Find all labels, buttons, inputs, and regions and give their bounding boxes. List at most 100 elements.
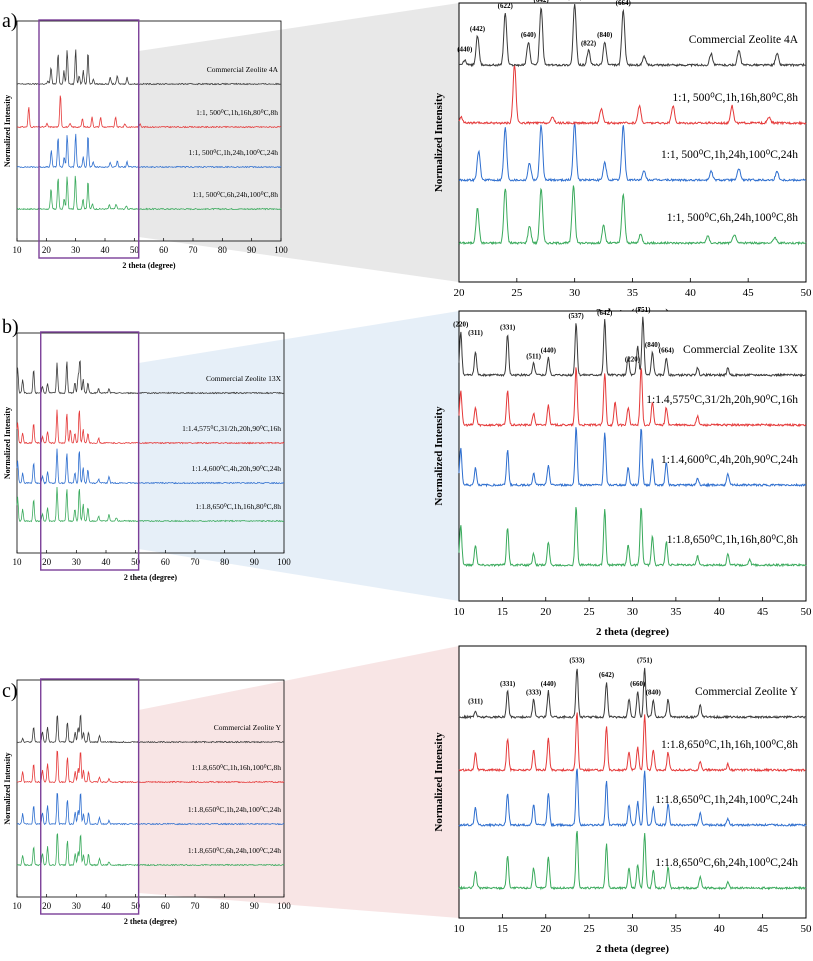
overview-x-tick-label: 60 [161,901,171,911]
zoom-x-tick-label: 10 [454,923,466,935]
overview-x-tick-label: 20 [42,245,52,255]
zoom-series-line-3 [458,65,807,126]
zoom-x-tick-label: 25 [511,287,523,299]
hkl-peak-label: (840) [645,341,661,349]
overview-plot-frame [16,679,285,898]
overview-x-tick-label: 90 [247,245,257,255]
zoom-series-line-3 [458,712,807,773]
zoom-series-line-4 [458,4,807,68]
hkl-peak-label: (751) [637,657,653,665]
overview-series-label-1: 1:1.8,650⁰C,6h,24h,100⁰C,24h [188,846,281,855]
zoom-x-tick-label: 40 [714,923,726,935]
overview-x-tick-label: 70 [189,245,199,255]
overview-series-line-1 [16,833,285,867]
zoom-series-label-2: 1:1.4,600⁰C,4h,20h,90⁰C,24h [661,454,798,466]
overview-x-tick-label: 20 [42,557,52,567]
highlight-range-box [40,678,140,915]
zoom-x-tick-label: 50 [801,606,813,618]
zoom-plot-frame [458,310,807,602]
overview-x-axis-label: 2 theta (degree) [124,573,178,582]
overview-series-line-3 [16,95,282,129]
overview-x-tick-label: 50 [130,245,140,255]
overview-x-tick-label: 70 [191,557,201,567]
hkl-peak-label: (331) [500,323,516,331]
zoom-series-label-2: 1:1, 500⁰C,1h,24h,100⁰C,24h [661,149,798,161]
zoom-x-tick-label: 40 [685,287,697,299]
hkl-peak-label: (640) [521,31,537,39]
hkl-peak-label: (533) [569,657,585,665]
overview-x-tick-label: 90 [250,557,260,567]
hkl-peak-label: (664) [616,0,632,7]
hkl-peak-label: (440) [541,680,557,688]
hkl-peak-label: (822) [581,40,597,48]
hkl-peak-label: (333) [526,689,542,697]
overview-series-line-4 [16,49,282,86]
overview-x-tick-label: 60 [159,245,169,255]
zoom-series-label-3: 1:1.4,575⁰C,31/2h,20h,90⁰C,16h [646,394,798,406]
zoom-series-line-4 [458,667,807,720]
overview-series-line-3 [16,409,285,445]
zoom-x-tick-label: 45 [743,287,755,299]
zoom-x-axis-label: 2 theta (degree) [596,943,669,955]
overview-series-line-1 [17,175,282,211]
panel-b: b) 10 20 30 40 50 60 70 80 90 100 2 theta (degree)… [2,306,812,638]
panel-c-letter: c) [2,680,18,702]
panel-a-letter: a) [2,10,18,32]
zoom-x-tick-label: 40 [714,606,726,618]
zoom-x-tick-label: 30 [569,287,581,299]
zoom-x-tick-label: 30 [627,606,639,618]
overview-series-label-3: 1:1, 500⁰C,1h,16h,80⁰C,8h [196,108,278,117]
overview-x-tick-label: 30 [72,901,82,911]
overview-x-tick-label: 40 [102,901,112,911]
hkl-peak-label: (442) [470,25,486,33]
zoom-series-label-4: Commercial Zeolite 4A [689,34,799,46]
overview-series-line-2 [16,793,285,826]
hkl-peak-label: (840) [597,31,613,39]
hkl-peak-label: (664) [659,347,675,355]
overview-y-axis-label: Normalized Intensity [3,752,12,824]
overview-x-tick-label: 100 [277,557,291,567]
overview-series-line-2 [16,133,282,169]
zoom-plot-frame [458,2,807,283]
zoom-connector-band [138,646,459,918]
zoom-y-axis-label: Normalized Intensity [433,732,445,832]
hkl-peak-label: (440) [457,45,473,53]
zoom-series-line-4 [458,316,807,378]
overview-x-axis-label: 2 theta (degree) [124,917,178,926]
overview-x-tick-label: 10 [13,901,23,911]
overview-x-axis-label: 2 theta (degree) [122,261,176,270]
zoom-series-line-2 [458,427,807,488]
overview-plot-frame [16,20,282,242]
zoom-series-label-3: 1:1, 500⁰C,1h,16h,80⁰C,8h [672,92,798,104]
overview-series-line-1 [16,486,285,523]
zoom-x-tick-label: 15 [497,606,509,618]
zoom-connector-band [138,3,459,282]
overview-x-tick-label: 40 [102,557,112,567]
zoom-series-line-1 [458,830,807,891]
zoom-x-axis-label: 2 theta (degree) [596,626,669,638]
hkl-peak-label: (622) [498,2,514,10]
hkl-peak-label: (311) [468,697,483,705]
hkl-peak-label: (642) [597,309,613,317]
hkl-peak-label: (311) [468,329,483,337]
zoom-series-line-1 [458,185,807,246]
overview-y-axis-label: Normalized Intensity [3,407,12,479]
zoom-x-tick-label: 50 [801,923,813,935]
zoom-series-label-4: Commercial Zeolite 13X [683,344,799,356]
overview-x-tick-label: 40 [101,245,111,255]
overview-series-label-1: 1:1.8,650⁰C,1h,16h,80⁰C,8h [195,502,281,511]
overview-x-tick-label: 30 [71,245,81,255]
zoom-series-label-3: 1:1.8,650⁰C,1h,16h,100⁰C,8h [661,739,798,751]
overview-x-tick-label: 80 [220,557,230,567]
zoom-connector-band [138,311,459,601]
hkl-peak-label: (840) [646,689,662,697]
hkl-peak-label: (537) [569,312,585,320]
overview-y-axis-label: Normalized Intensity [3,95,12,167]
overview-x-tick-label: 50 [131,901,141,911]
zoom-x-tick-label: 20 [454,287,466,299]
overview-series-line-3 [16,750,285,784]
zoom-y-axis-label: Normalized Intensity [433,92,445,192]
overview-series-label-2: 1:1, 500⁰C,1h,24h,100⁰C,24h [189,148,279,157]
overview-series-label-4: Commercial Zeolite Y [214,723,282,732]
hkl-peak-label: (511) [526,352,541,360]
